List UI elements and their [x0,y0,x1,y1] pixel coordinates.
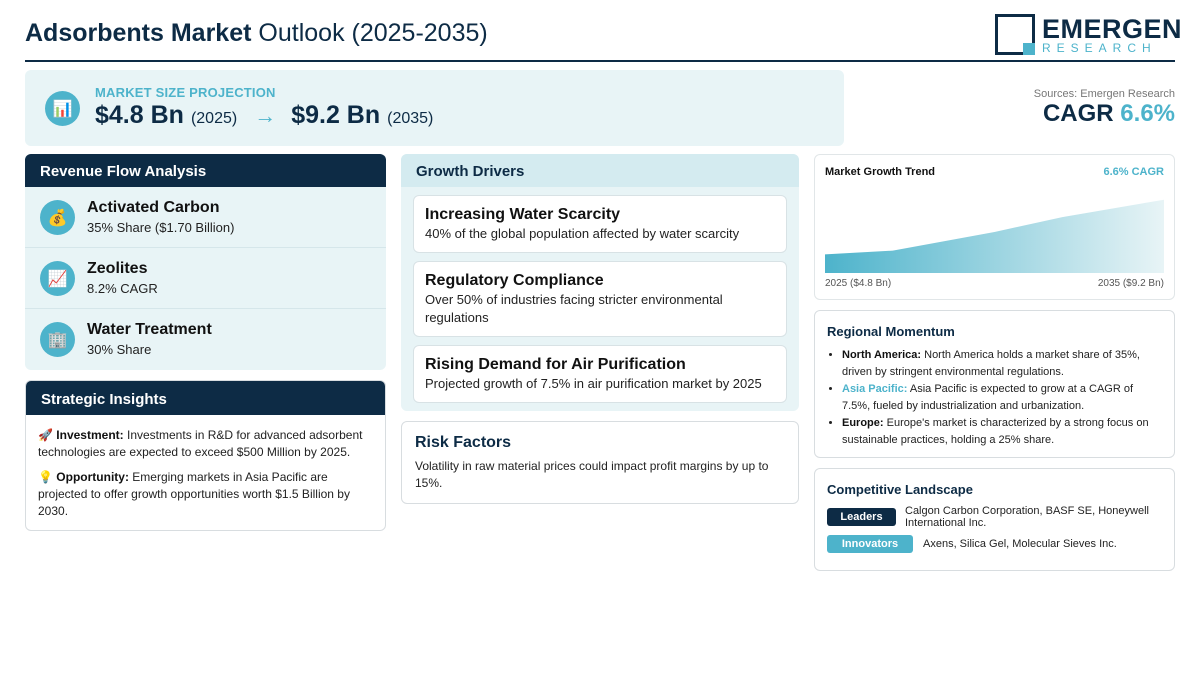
regional-list: North America: North America holds a mar… [842,347,1164,449]
light-bulb-icon: 💡 [38,470,53,484]
revenue-item-sub: 35% Share ($1.70 Billion) [87,220,235,235]
revenue-item: 💰 Activated Carbon 35% Share ($1.70 Bill… [25,187,386,248]
revenue-flow-title: Revenue Flow Analysis [25,154,386,187]
strategic-insights-panel: Strategic Insights 🚀 Investment: Investm… [25,380,386,531]
money-bag-icon: 💰 [40,200,75,235]
projection-from-value: $4.8 Bn [95,101,184,129]
leaders-text: Calgon Carbon Corporation, BASF SE, Hone… [905,505,1149,529]
trend-area-svg [825,199,1164,273]
regional-momentum-panel: Regional Momentum North America: North A… [814,310,1175,458]
driver-card: Regulatory Compliance Over 50% of indust… [413,261,787,337]
insight-investment: 🚀 Investment: Investments in R&D for adv… [38,427,374,461]
driver-sub: 40% of the global population affected by… [425,226,740,241]
region-label: Europe: [842,417,884,429]
strategic-insights-title: Strategic Insights [26,381,385,415]
risk-factors-title: Risk Factors [415,434,512,451]
chart-title: Market Growth Trend [825,166,936,178]
chart-cagr-label: 6.6% CAGR [1103,166,1164,178]
insight-label: Opportunity: [56,470,129,484]
driver-title: Increasing Water Scarcity [425,206,621,223]
market-size-projection: 📊 MARKET SIZE PROJECTION $4.8 Bn (2025) … [25,70,844,146]
driver-card: Rising Demand for Air Purification Proje… [413,345,787,403]
driver-title: Rising Demand for Air Purification [425,356,686,373]
cagr-label: CAGR [1042,100,1114,127]
region-text: Europe's market is characterized by a st… [842,417,1149,446]
header-divider [25,60,1175,62]
revenue-item-sub: 30% Share [87,342,152,357]
innovators-text: Axens, Silica Gel, Molecular Sieves Inc. [923,538,1117,550]
page-title-rest: Outlook (2025-2035) [258,19,488,47]
logo-mark-icon [995,14,1035,55]
projection-label: MARKET SIZE PROJECTION [95,85,276,100]
list-item: Asia Pacific: Asia Pacific is expected t… [842,381,1164,415]
cagr-headline: CAGR 6.6% [1043,100,1175,128]
page-title: Adsorbents Market Outlook (2025-2035) [25,19,488,48]
region-label: Asia Pacific: [842,383,908,395]
emergen-logo: EMERGEN RESEARCH [995,14,1182,56]
page-title-bold: Adsorbents Market [25,19,252,47]
rocket-icon: 🚀 [38,428,53,442]
right-arrow-icon: → [254,103,277,128]
regional-momentum-title: Regional Momentum [827,324,955,339]
revenue-item-title: Activated Carbon [87,199,220,216]
risk-factors-panel: Risk Factors Volatility in raw material … [401,421,799,504]
region-text: Asia Pacific is expected to grow at a CA… [842,383,1134,412]
projection-to-year: (2035) [387,110,434,127]
projection-to-value: $9.2 Bn [291,101,381,129]
innovators-badge: Innovators [827,535,913,553]
chart-end-label: 2035 ($9.2 Bn) [1097,278,1164,289]
insight-text: Emerging markets in Asia Pacific are pro… [38,470,350,518]
driver-title: Regulatory Compliance [425,272,604,289]
risk-factors-text: Volatility in raw material prices could … [415,459,769,490]
logo-subtitle: RESEARCH [1042,41,1157,55]
list-item: Europe: Europe's market is characterized… [842,415,1164,449]
driver-sub: Over 50% of industries facing stricter e… [425,292,723,325]
region-text: North America holds a market share of 35… [842,349,1140,378]
growth-drivers-title: Growth Drivers [401,154,799,187]
list-item: North America: North America holds a mar… [842,347,1164,381]
revenue-item-sub: 8.2% CAGR [87,281,158,296]
bar-chart-icon: 📊 [45,91,80,126]
trend-area [825,199,1164,273]
competitive-landscape-title: Competitive Landscape [827,482,973,497]
sources-note: Sources: Emergen Research [1033,88,1175,100]
region-label: North America: [842,349,922,361]
driver-card: Increasing Water Scarcity 40% of the glo… [413,195,787,253]
cagr-value: 6.6% [1120,100,1175,127]
projection-values: $4.8 Bn (2025) → $9.2 Bn (2035) [95,101,433,130]
revenue-item-title: Water Treatment [87,321,212,338]
insight-text: Investments in R&D for advanced adsorben… [38,428,363,459]
projection-from-year: (2025) [190,110,238,127]
office-building-icon: 🏢 [40,322,75,357]
logo-wordmark: EMERGEN [1042,14,1183,44]
chart-start-label: 2025 ($4.8 Bn) [825,278,892,289]
chart-increasing-icon: 📈 [40,261,75,296]
revenue-item: 📈 Zeolites 8.2% CAGR [25,248,386,309]
growth-drivers-panel: Growth Drivers Increasing Water Scarcity… [401,154,799,411]
market-growth-trend-chart: Market Growth Trend 6.6% CAGR 2025 ($4.8… [814,154,1175,300]
competitive-landscape-panel: Competitive Landscape Leaders Calgon Car… [814,468,1175,571]
driver-sub: Projected growth of 7.5% in air purifica… [425,376,762,391]
insight-opportunity: 💡 Opportunity: Emerging markets in Asia … [38,469,374,520]
insight-label: Investment: [56,428,124,442]
revenue-item-title: Zeolites [87,260,148,277]
revenue-item: 🏢 Water Treatment 30% Share [25,309,386,370]
revenue-flow-panel: Revenue Flow Analysis 💰 Activated Carbon… [25,154,386,370]
leaders-badge: Leaders [827,508,896,526]
